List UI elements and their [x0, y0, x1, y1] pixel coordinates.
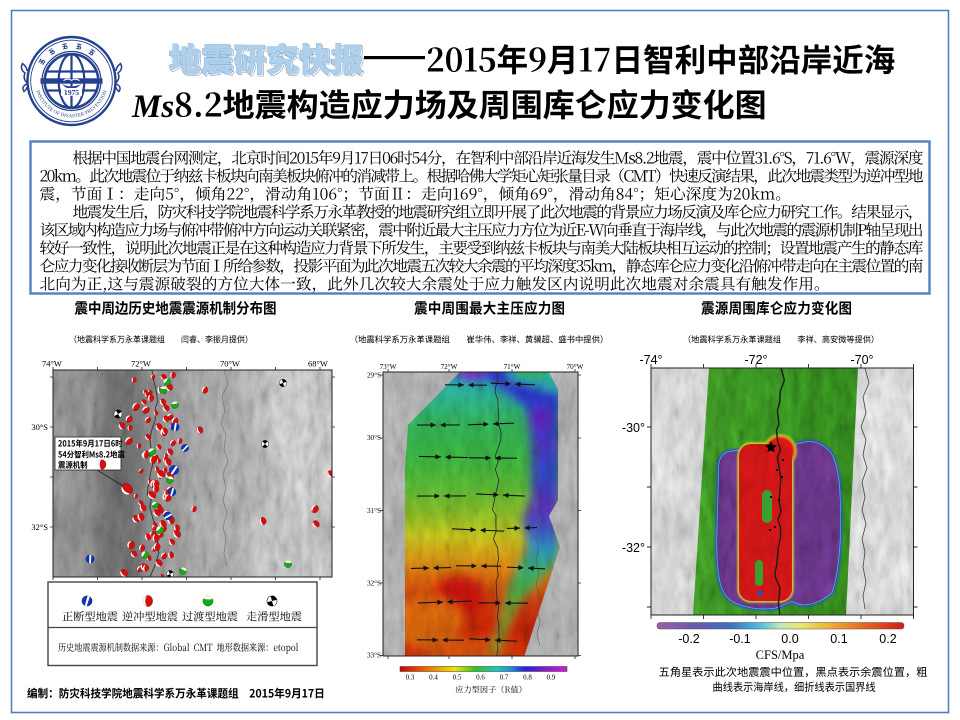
- svg-text:32°S: 32°S: [31, 522, 48, 532]
- svg-text:0.2: 0.2: [879, 632, 896, 646]
- svg-text:30°S: 30°S: [367, 434, 381, 442]
- svg-text:0.6: 0.6: [476, 674, 485, 682]
- svg-text:73°W: 73°W: [380, 363, 397, 371]
- svg-text:0.3: 0.3: [406, 674, 415, 682]
- svg-text:70°W: 70°W: [220, 359, 240, 369]
- svg-text:-0.2: -0.2: [678, 632, 700, 646]
- svg-text:-72°: -72°: [744, 353, 767, 367]
- svg-text:72°W: 72°W: [441, 363, 458, 371]
- svg-text:32°S: 32°S: [367, 580, 381, 588]
- svg-text:0.8: 0.8: [523, 674, 532, 682]
- svg-text:29°S: 29°S: [367, 372, 381, 380]
- svg-text:0.1: 0.1: [830, 632, 847, 646]
- svg-text:-30°: -30°: [622, 421, 645, 435]
- svg-text:-70°: -70°: [850, 353, 873, 367]
- svg-text:33°S: 33°S: [367, 652, 381, 660]
- svg-text:0.7: 0.7: [500, 674, 509, 682]
- svg-text:74°W: 74°W: [42, 359, 62, 369]
- svg-text:71°W: 71°W: [504, 363, 521, 371]
- svg-text:1975: 1975: [64, 88, 79, 97]
- svg-text:-0.1: -0.1: [729, 632, 751, 646]
- svg-text:68°W: 68°W: [308, 359, 328, 369]
- svg-text:72°W: 72°W: [131, 359, 151, 369]
- svg-text:-74°: -74°: [639, 353, 662, 367]
- svg-text:0.0: 0.0: [781, 632, 798, 646]
- svg-text:0.5: 0.5: [453, 674, 462, 682]
- svg-text:70°W: 70°W: [567, 363, 584, 371]
- svg-text:0.9: 0.9: [547, 674, 556, 682]
- svg-text:-32°: -32°: [622, 541, 645, 555]
- svg-text:31°S: 31°S: [367, 507, 381, 515]
- svg-text:Ms: Ms: [131, 89, 174, 125]
- svg-text:CFS/Mpa: CFS/Mpa: [756, 648, 805, 662]
- svg-text:30°S: 30°S: [31, 422, 48, 432]
- svg-text:0.4: 0.4: [429, 674, 438, 682]
